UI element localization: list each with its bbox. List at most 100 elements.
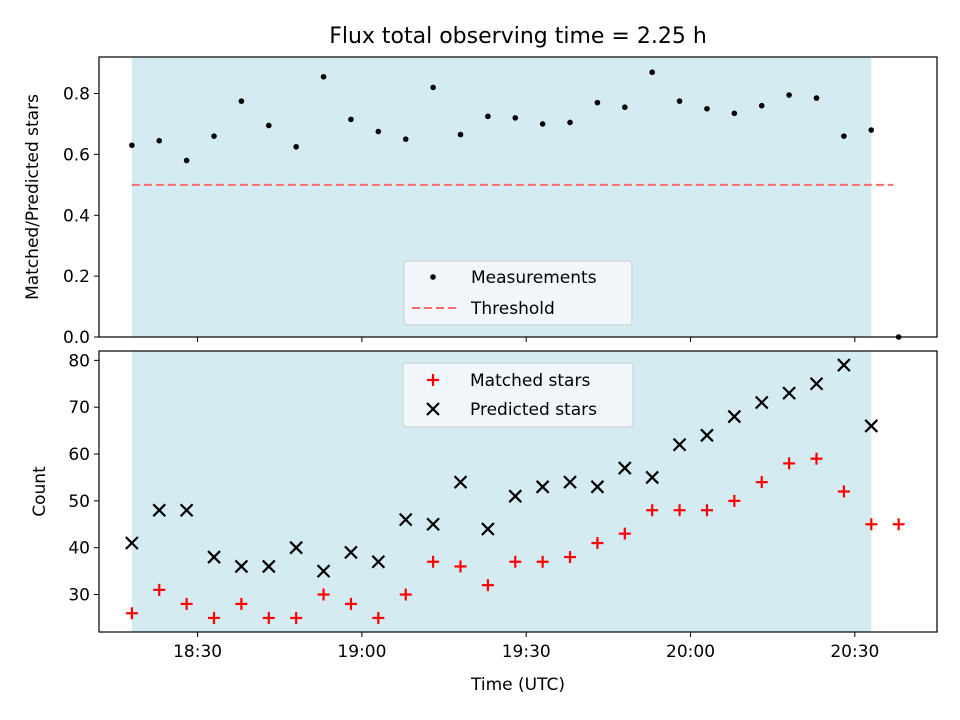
measurement-point (758, 102, 765, 109)
predicted-star-point (179, 503, 194, 518)
matched-star-point (837, 485, 850, 498)
x-tick-label: 18:30 (173, 642, 222, 662)
matched-star-points (125, 452, 905, 624)
predicted-star-point (481, 522, 495, 536)
measurement-point (676, 98, 683, 104)
predicted-star-point (809, 377, 824, 391)
matched-star-point (783, 457, 796, 470)
measurement-point (512, 115, 519, 121)
measurement-point (786, 92, 792, 98)
predicted-star-point (371, 554, 386, 569)
legend-measurements-marker (430, 274, 436, 280)
predicted-star-point (700, 428, 714, 443)
measurement-point (567, 119, 573, 126)
bottom-legend: Matched stars Predicted stars (402, 362, 634, 428)
matched-star-point (262, 611, 275, 624)
measurement-point (402, 136, 409, 142)
matched-star-point (755, 476, 768, 489)
matched-star-point (153, 583, 166, 596)
matched-star-point (290, 611, 303, 624)
measurement-point (265, 122, 272, 129)
x-axis-label: Time (UTC) (470, 675, 565, 695)
predicted-star-point (289, 540, 303, 555)
matched-star-point (892, 518, 905, 531)
predicted-star-point (727, 409, 742, 424)
x-tick-label: 20:30 (830, 642, 879, 662)
matched-star-point (536, 555, 549, 568)
matched-star-point (372, 611, 385, 624)
legend-matched-marker (427, 374, 439, 386)
chart-title: Flux total observing time = 2.25 h (329, 24, 707, 49)
measurement-point (704, 105, 710, 112)
top-y-tick-label: 0.2 (63, 267, 90, 287)
x-tick-label: 19:00 (337, 642, 386, 662)
top-legend: Measurements Threshold (403, 260, 633, 326)
predicted-star-point (645, 470, 659, 485)
legend-predicted-label: Predicted stars (470, 400, 597, 420)
bottom-panel: 30 40 50 60 70 80 18:30 19:00 19:30 20:00 20:30 C… (30, 350, 938, 695)
matched-star-point (728, 494, 741, 507)
matched-star-point (646, 504, 659, 517)
predicted-star-point (782, 386, 796, 400)
bottom-y-ticks: 30 40 50 60 70 80 (68, 351, 99, 606)
predicted-star-point (453, 475, 468, 489)
matched-star-point (810, 452, 823, 465)
predicted-star-point (837, 358, 851, 372)
top-y-ticks: 0.0 0.2 0.4 0.6 0.8 (63, 85, 99, 348)
predicted-star-point (618, 461, 632, 475)
bottom-y-axis-label: Count (30, 466, 50, 517)
measurement-point (594, 99, 601, 106)
matched-star-point (509, 555, 522, 568)
matched-star-point (673, 504, 686, 517)
measurement-point (375, 128, 382, 135)
measurement-point (841, 133, 847, 139)
legend-x-glyph (426, 402, 440, 416)
bottom-y-tick-label: 70 (68, 398, 90, 418)
matched-star-point (125, 607, 138, 620)
matched-star-point (399, 588, 412, 601)
measurement-point (293, 143, 299, 150)
matched-star-point (454, 560, 467, 573)
predicted-star-point (864, 419, 879, 433)
predicted-star-point (125, 536, 139, 550)
predicted-star-point (508, 489, 523, 503)
top-y-tick-label: 0.8 (63, 85, 90, 105)
predicted-star-point (754, 395, 769, 410)
measurement-point (129, 142, 135, 149)
predicted-star-point (398, 512, 413, 527)
top-panel: 0.00.20.40.60.8 Matched/Predicted stars … (23, 56, 938, 348)
legend-plus-glyph (427, 374, 439, 386)
measurement-point (868, 127, 875, 133)
top-axes-frame (98, 56, 938, 338)
measurement-point (156, 137, 163, 144)
bottom-x-ticks: 18:30 19:00 19:30 20:00 20:30 (173, 632, 879, 662)
top-y-tick-label: 0.4 (63, 206, 90, 226)
bottom-y-tick-label: 60 (68, 445, 90, 465)
x-tick-label: 19:30 (502, 642, 551, 662)
measurement-point (622, 104, 628, 111)
matched-star-point (235, 597, 248, 610)
predicted-star-point (535, 480, 550, 494)
measurement-point (649, 69, 655, 76)
legend-predicted-marker (426, 402, 440, 416)
measurement-point (731, 110, 738, 117)
measurement-point (238, 98, 245, 104)
predicted-star-point (262, 559, 276, 574)
matched-star-point (564, 551, 577, 564)
top-y-tick-label: 0.0 (63, 328, 90, 348)
measurement-point (348, 116, 354, 123)
measurement-point (813, 95, 820, 101)
matched-star-point (208, 611, 221, 624)
top-y-axis-label: Matched/Predicted stars (23, 94, 43, 300)
predicted-star-points (125, 358, 879, 578)
matched-star-point (591, 537, 604, 550)
measurement-point (183, 157, 190, 164)
predicted-star-point (152, 503, 167, 518)
predicted-star-point (590, 480, 605, 494)
matched-star-point (700, 504, 713, 517)
legend-threshold-label: Threshold (470, 299, 555, 319)
measurement-points (129, 69, 902, 340)
top-y-tick-label: 0.6 (63, 145, 90, 165)
bottom-axes-frame (98, 350, 938, 633)
